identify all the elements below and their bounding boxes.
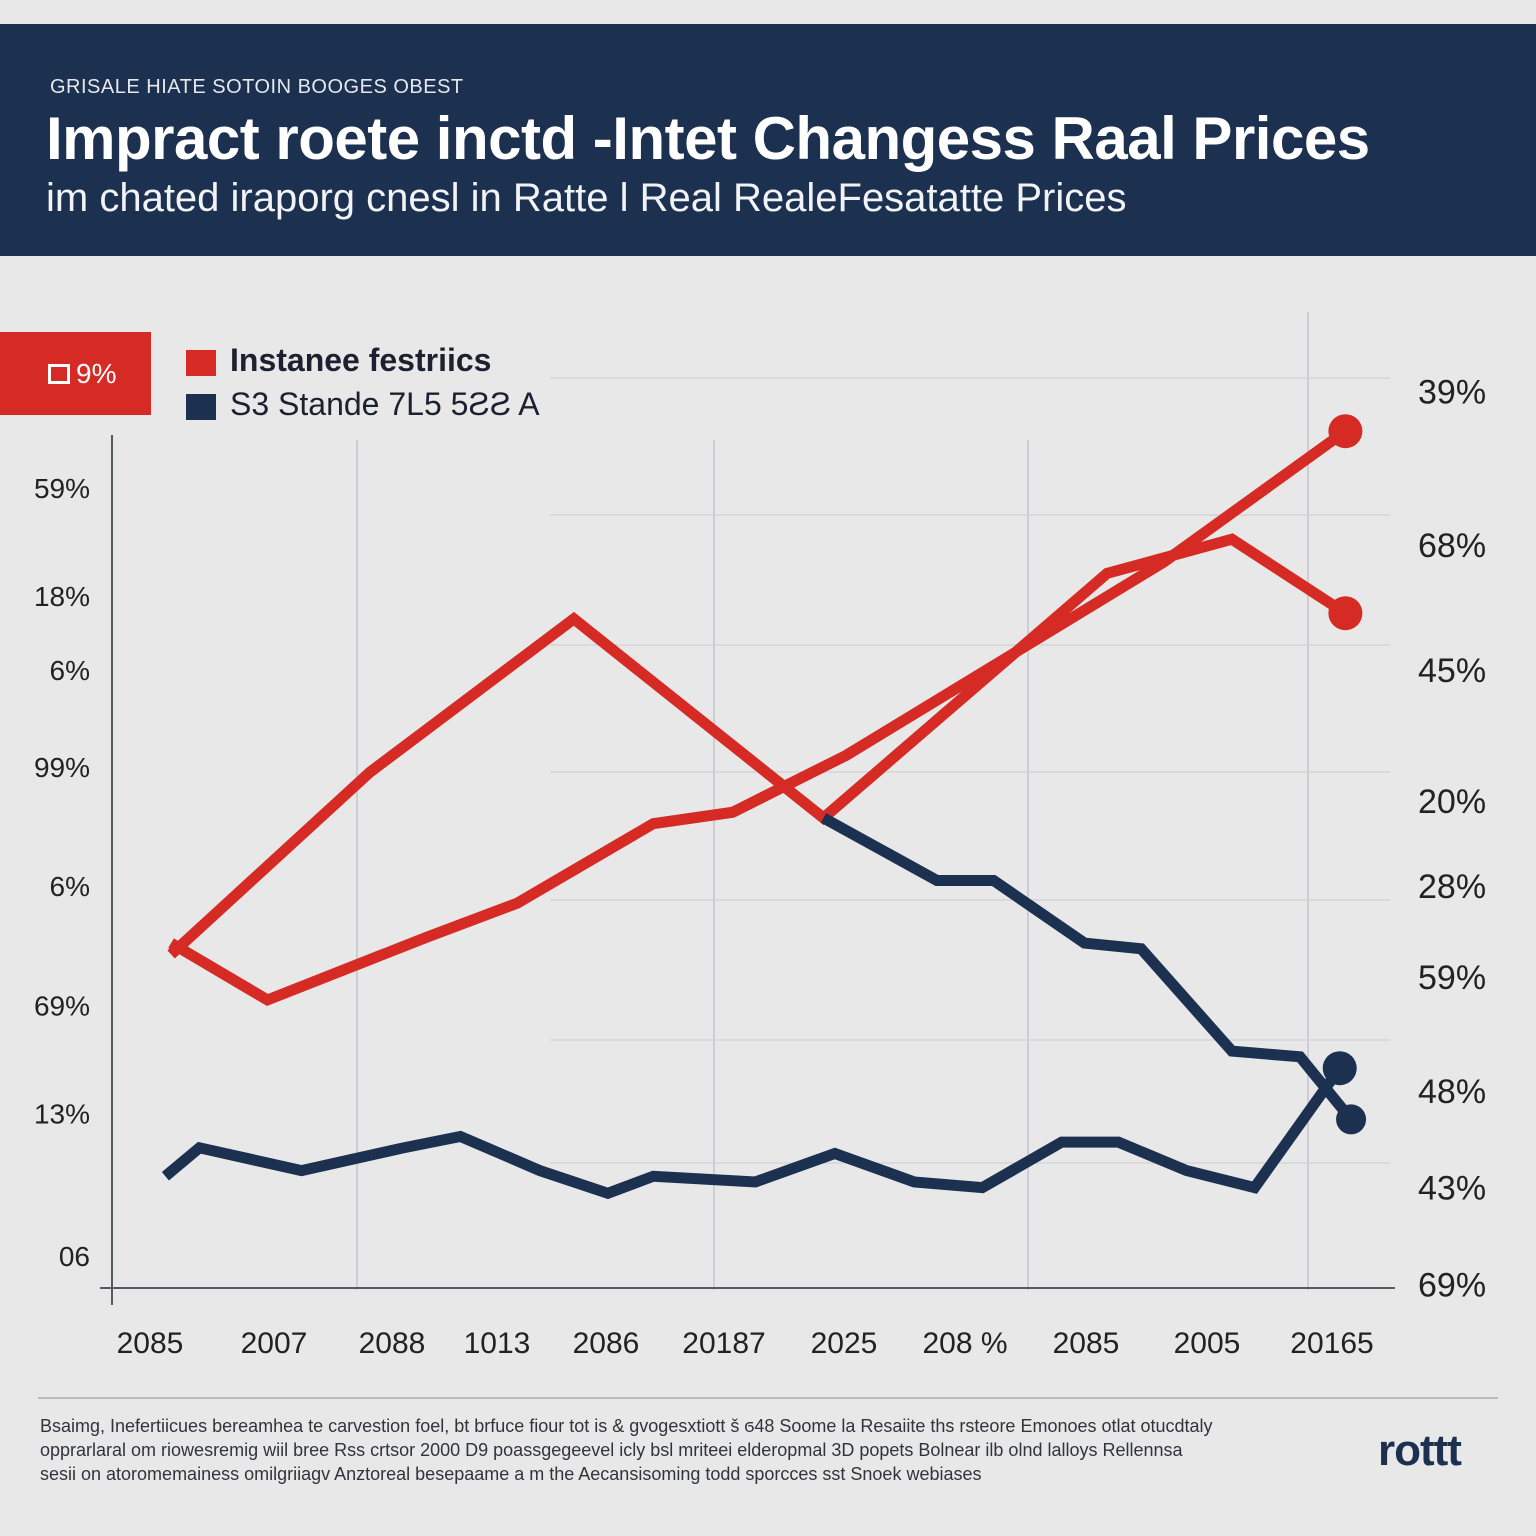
- y-tick-label-right: 59%: [1418, 959, 1486, 997]
- series-line-2: [168, 426, 1349, 1007]
- series-end-marker-2: [1328, 414, 1363, 449]
- series-end-marker-1: [1328, 596, 1363, 631]
- y-tick-label-left: 06: [59, 1241, 90, 1272]
- y-tick-label-left: 6%: [50, 655, 90, 686]
- y-tick-label-right: 28%: [1418, 868, 1486, 906]
- x-tick-label: 208 %: [922, 1327, 1007, 1360]
- y-tick-label-right: 69%: [1418, 1266, 1486, 1304]
- x-tick-label: 1013: [464, 1327, 531, 1360]
- footnote-line: Bsaimg, Inefertiicues bereamhea te carve…: [40, 1416, 1213, 1436]
- y-tick-label-left: 69%: [34, 991, 90, 1022]
- y-tick-label-right: 39%: [1418, 373, 1486, 411]
- series-line-4: [161, 1064, 1345, 1200]
- x-tick-label: 2088: [359, 1327, 426, 1360]
- series-end-marker-3: [1336, 1104, 1367, 1135]
- y-tick-label-left: 6%: [50, 871, 90, 902]
- x-tick-label: 2085: [1053, 1327, 1120, 1360]
- legend-label: S3 Stande 7L5 5ƧƧ A: [230, 386, 540, 422]
- footnote: Bsaimg, Inefertiicues bereamhea te carve…: [40, 1414, 1360, 1486]
- y-tick-label-left: 13%: [34, 1099, 90, 1130]
- chart-title: Impract roete inctd -Intet Changess Raal…: [46, 105, 1370, 172]
- header-banner: GRISALE HIATE SOTOIN BOOGES OBEST Imprac…: [0, 24, 1536, 256]
- footnote-line: sesii on atoromemainess omilgriiagv Anzt…: [40, 1464, 982, 1484]
- percentage-badge: 9%: [0, 332, 151, 415]
- footnote-line: opprarlaral om riowesremig wiil bree Rss…: [40, 1440, 1183, 1460]
- chart-subtitle: im chated iraporg cnesl in Ratte l Real …: [46, 176, 1127, 220]
- y-tick-label-right: 20%: [1418, 783, 1486, 821]
- badge-label: 9%: [76, 358, 117, 389]
- y-tick-label-left: 99%: [34, 752, 90, 783]
- x-tick-label: 20187: [682, 1327, 765, 1360]
- series-line-1: [167, 533, 1349, 959]
- legend-swatch-navy: [186, 394, 216, 420]
- y-tick-label-right: 43%: [1418, 1170, 1486, 1208]
- series-line-3: [820, 813, 1356, 1123]
- y-tick-label-right: 68%: [1418, 527, 1486, 565]
- x-tick-label: 2025: [811, 1327, 878, 1360]
- legend-label: Instanee festriics: [230, 342, 492, 378]
- x-tick-label: 2086: [573, 1327, 640, 1360]
- x-tick-label: 2085: [117, 1327, 184, 1360]
- x-tick-label: 2005: [1174, 1327, 1241, 1360]
- series-end-marker-4: [1322, 1051, 1357, 1086]
- header-kicker: GRISALE HIATE SOTOIN BOOGES OBEST: [50, 76, 464, 98]
- footer-divider: [38, 1397, 1498, 1399]
- y-tick-label-left: 59%: [34, 473, 90, 504]
- brand-logo: rottt: [1378, 1426, 1462, 1475]
- square-outline-icon: [48, 364, 70, 384]
- x-tick-label: 20165: [1290, 1327, 1373, 1360]
- legend-swatch-red: [186, 350, 216, 376]
- y-tick-label-left: 18%: [34, 581, 90, 612]
- x-tick-label: 2007: [241, 1327, 308, 1360]
- y-tick-label-right: 45%: [1418, 652, 1486, 690]
- y-tick-label-right: 48%: [1418, 1073, 1486, 1111]
